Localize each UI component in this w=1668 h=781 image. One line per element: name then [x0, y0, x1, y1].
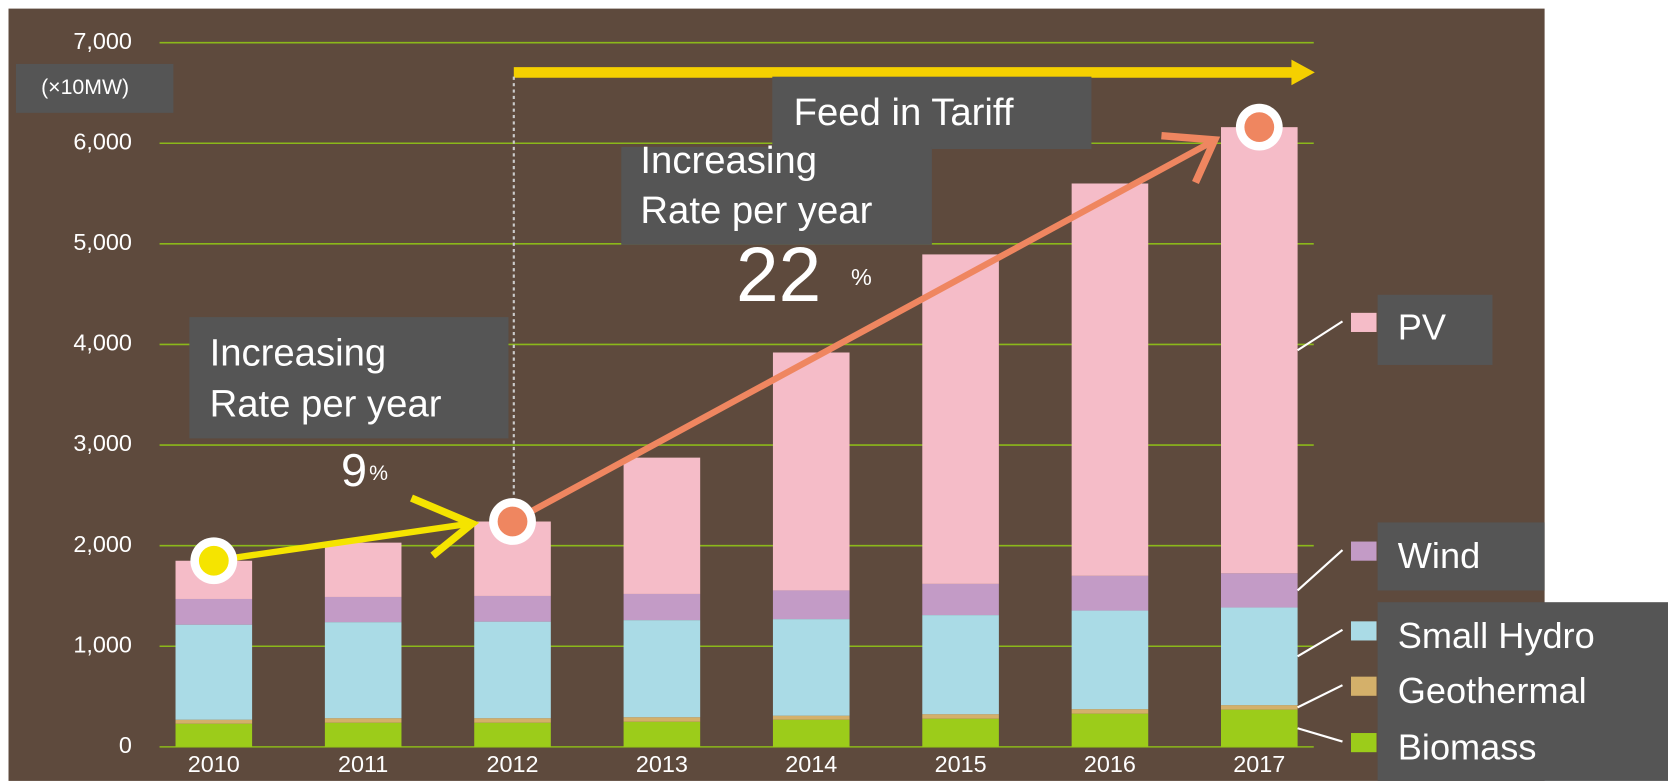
legend-swatch — [1350, 733, 1377, 753]
bar-segment — [1221, 573, 1298, 608]
marker-dot — [198, 545, 229, 576]
bar-segment — [474, 595, 551, 622]
bar-segment — [175, 719, 253, 724]
trend-arrow-head — [1161, 131, 1221, 184]
y-tick-label: 0 — [119, 732, 132, 758]
rate2-line: Increasing — [640, 139, 817, 182]
x-tick-label: 2011 — [338, 751, 388, 777]
unit-label: (×10MW) — [41, 75, 129, 99]
bar-segment — [324, 722, 402, 747]
bar-segment — [623, 593, 701, 621]
bar-segment — [175, 723, 253, 747]
trend-arrow-head — [410, 494, 480, 559]
bar-segment — [1071, 709, 1149, 714]
bar-segment — [474, 621, 551, 719]
legend-swatch — [1350, 621, 1377, 641]
bar-segment — [1071, 610, 1149, 710]
rate1-line: Increasing — [210, 332, 387, 375]
legend-leader — [1297, 727, 1343, 743]
marker-dot — [1244, 112, 1275, 143]
legend-label: Biomass — [1398, 727, 1537, 768]
bar-segment — [1071, 713, 1149, 747]
bar-segment — [772, 619, 850, 716]
bar-segment — [324, 622, 402, 719]
x-tick-label: 2016 — [1084, 751, 1136, 777]
legend-leader — [1297, 628, 1344, 658]
y-tick-label: 4,000 — [73, 330, 132, 356]
bar-segment — [623, 620, 701, 718]
bar-segment — [922, 583, 999, 616]
bar-segment — [772, 352, 850, 591]
trend-arrow — [213, 520, 471, 564]
trend-arrow — [511, 139, 1213, 525]
bar-segment — [1221, 607, 1298, 706]
bar-segment — [772, 715, 850, 720]
bar-segment — [623, 721, 701, 747]
bar-segment — [772, 590, 850, 620]
bar-segment — [1221, 709, 1298, 747]
x-tick-label: 2013 — [636, 751, 688, 777]
legend-label: Wind — [1398, 535, 1480, 576]
rate2-box — [621, 146, 932, 245]
bar-segment — [922, 254, 999, 584]
marker-dot — [497, 506, 528, 537]
bar-segment — [175, 624, 253, 720]
rate2-line: Rate per year — [640, 189, 872, 232]
bar-segment — [324, 596, 402, 623]
unit-box — [15, 63, 174, 113]
legend-label: Small Hydro — [1398, 615, 1595, 656]
y-tick-label: 1,000 — [73, 631, 132, 657]
legend-box — [1377, 602, 1668, 781]
legend-box — [1377, 522, 1545, 591]
bar-segment — [922, 615, 999, 715]
bar-segment — [1071, 575, 1149, 611]
bar-segment — [474, 722, 551, 747]
fit-box — [772, 76, 1092, 150]
x-tick-label: 2014 — [785, 751, 837, 777]
rate2-unit: % — [851, 264, 872, 290]
bar-segment — [922, 714, 999, 719]
rate1-box — [189, 317, 509, 439]
y-tick-label: 5,000 — [73, 229, 132, 255]
rate1-unit: % — [369, 461, 388, 485]
bar-segment — [772, 719, 850, 747]
bar-segment — [1221, 127, 1298, 574]
legend-swatch — [1350, 541, 1377, 561]
legend-swatch — [1350, 312, 1377, 332]
x-tick-label: 2012 — [487, 751, 539, 777]
y-tick-label: 6,000 — [73, 128, 132, 154]
legend-label: Geothermal — [1398, 670, 1587, 711]
bar-segment — [324, 542, 402, 597]
bar-segment — [623, 717, 701, 722]
y-tick-label: 2,000 — [73, 531, 132, 557]
bar-segment — [623, 457, 701, 594]
legend-leader — [1297, 320, 1344, 352]
rate1-number: 9 — [341, 444, 367, 496]
bar-segment — [1071, 183, 1149, 576]
fit-label: Feed in Tariff — [794, 91, 1014, 134]
bar-segment — [1221, 705, 1298, 710]
rate2-number: 22 — [736, 233, 821, 318]
x-tick-label: 2017 — [1233, 751, 1285, 777]
legend-leader — [1297, 684, 1343, 709]
bar-segment — [474, 718, 551, 723]
x-tick-label: 2015 — [935, 751, 987, 777]
x-tick-label: 2010 — [188, 751, 240, 777]
y-tick-label: 3,000 — [73, 430, 132, 456]
legend-label: PV — [1398, 306, 1446, 347]
y-tick-label: 7,000 — [73, 28, 132, 54]
bar-segment — [324, 718, 402, 723]
bar-segment — [922, 718, 999, 747]
fit-arrow-head — [1291, 59, 1315, 86]
legend-swatch — [1350, 676, 1377, 696]
bar-segment — [175, 598, 253, 625]
legend-box — [1377, 294, 1493, 365]
rate1-line: Rate per year — [210, 383, 442, 426]
legend-leader — [1296, 549, 1344, 592]
